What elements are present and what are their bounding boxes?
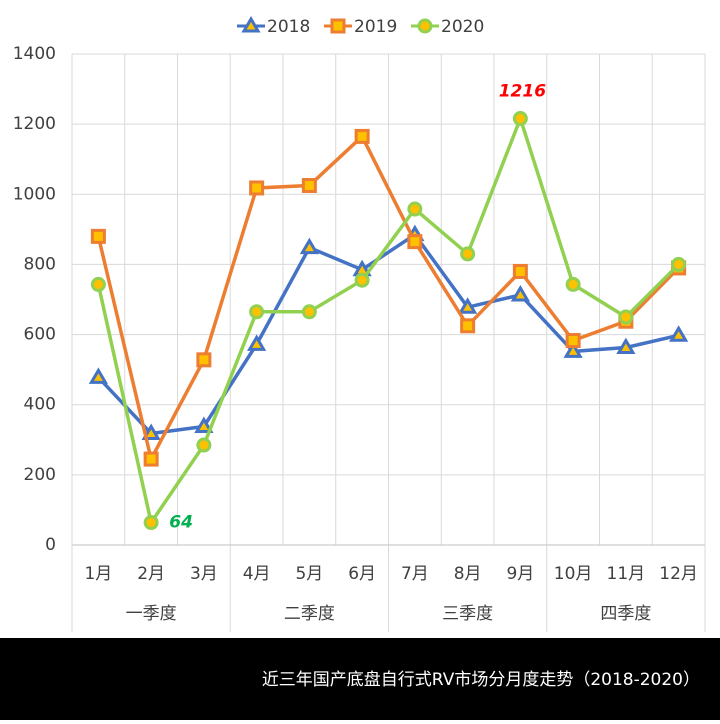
data-point (565, 276, 581, 292)
footer-bar (0, 638, 720, 720)
x-tick-label: 6月 (348, 564, 376, 584)
y-tick-label: 1200 (13, 114, 56, 134)
y-tick-label: 0 (45, 535, 56, 555)
y-tick-label: 1000 (13, 184, 56, 204)
data-point (563, 341, 583, 358)
group-label: 二季度 (284, 604, 335, 624)
data-point (407, 234, 423, 250)
x-tick-label: 1月 (84, 564, 112, 584)
data-point (90, 276, 106, 292)
data-point (301, 178, 317, 194)
legend-marker (417, 18, 433, 34)
legend-marker (330, 18, 346, 34)
data-point (671, 256, 687, 272)
y-tick-label: 800 (24, 254, 56, 274)
x-tick-label: 7月 (401, 564, 429, 584)
y-tick-label: 1400 (13, 44, 56, 64)
data-point (354, 128, 370, 144)
data-point (141, 423, 161, 440)
group-label: 一季度 (126, 604, 177, 624)
data-point (458, 297, 478, 314)
x-tick-label: 8月 (454, 564, 482, 584)
data-point (299, 237, 319, 255)
data-point (194, 416, 214, 433)
data-point (460, 246, 476, 262)
data-point (301, 304, 317, 320)
legend-marker (241, 16, 261, 33)
data-point (510, 284, 530, 302)
data-point (88, 367, 108, 384)
data-point (512, 111, 528, 127)
data-point (616, 337, 636, 355)
series-line (96, 113, 680, 527)
legend-label: 2020 (441, 17, 484, 37)
series-line (96, 133, 680, 464)
data-point (196, 437, 212, 453)
value-label: 1216 (499, 82, 546, 102)
group-label: 四季度 (600, 604, 651, 624)
caption: 近三年国产底盘自行式RV市场分月度走势（2018-2020） (262, 670, 700, 690)
y-tick-label: 600 (24, 325, 56, 345)
series-line (97, 232, 680, 436)
data-point (565, 333, 581, 349)
data-point (618, 309, 634, 325)
data-point (143, 515, 159, 531)
data-point (247, 334, 267, 351)
x-tick-label: 10月 (554, 564, 593, 584)
group-label: 三季度 (442, 604, 493, 624)
y-tick-label: 200 (24, 465, 56, 485)
x-tick-label: 11月 (607, 564, 646, 584)
data-point (669, 325, 689, 342)
data-point (354, 272, 370, 288)
x-tick-label: 12月 (659, 564, 698, 584)
x-tick-label: 5月 (295, 564, 323, 584)
y-tick-label: 400 (24, 395, 56, 415)
data-point (407, 201, 423, 217)
x-tick-label: 3月 (190, 564, 218, 584)
data-point (249, 180, 265, 196)
legend-label: 2019 (354, 17, 397, 37)
value-label: 64 (169, 513, 193, 533)
x-tick-label: 4月 (243, 564, 271, 584)
data-point (249, 304, 265, 320)
legend-label: 2018 (267, 17, 310, 37)
data-point (512, 263, 528, 279)
x-tick-label: 9月 (506, 564, 534, 584)
data-point (90, 228, 106, 244)
data-point (143, 451, 159, 467)
x-tick-label: 2月 (137, 564, 165, 584)
data-point (196, 352, 212, 368)
data-point (460, 318, 476, 334)
